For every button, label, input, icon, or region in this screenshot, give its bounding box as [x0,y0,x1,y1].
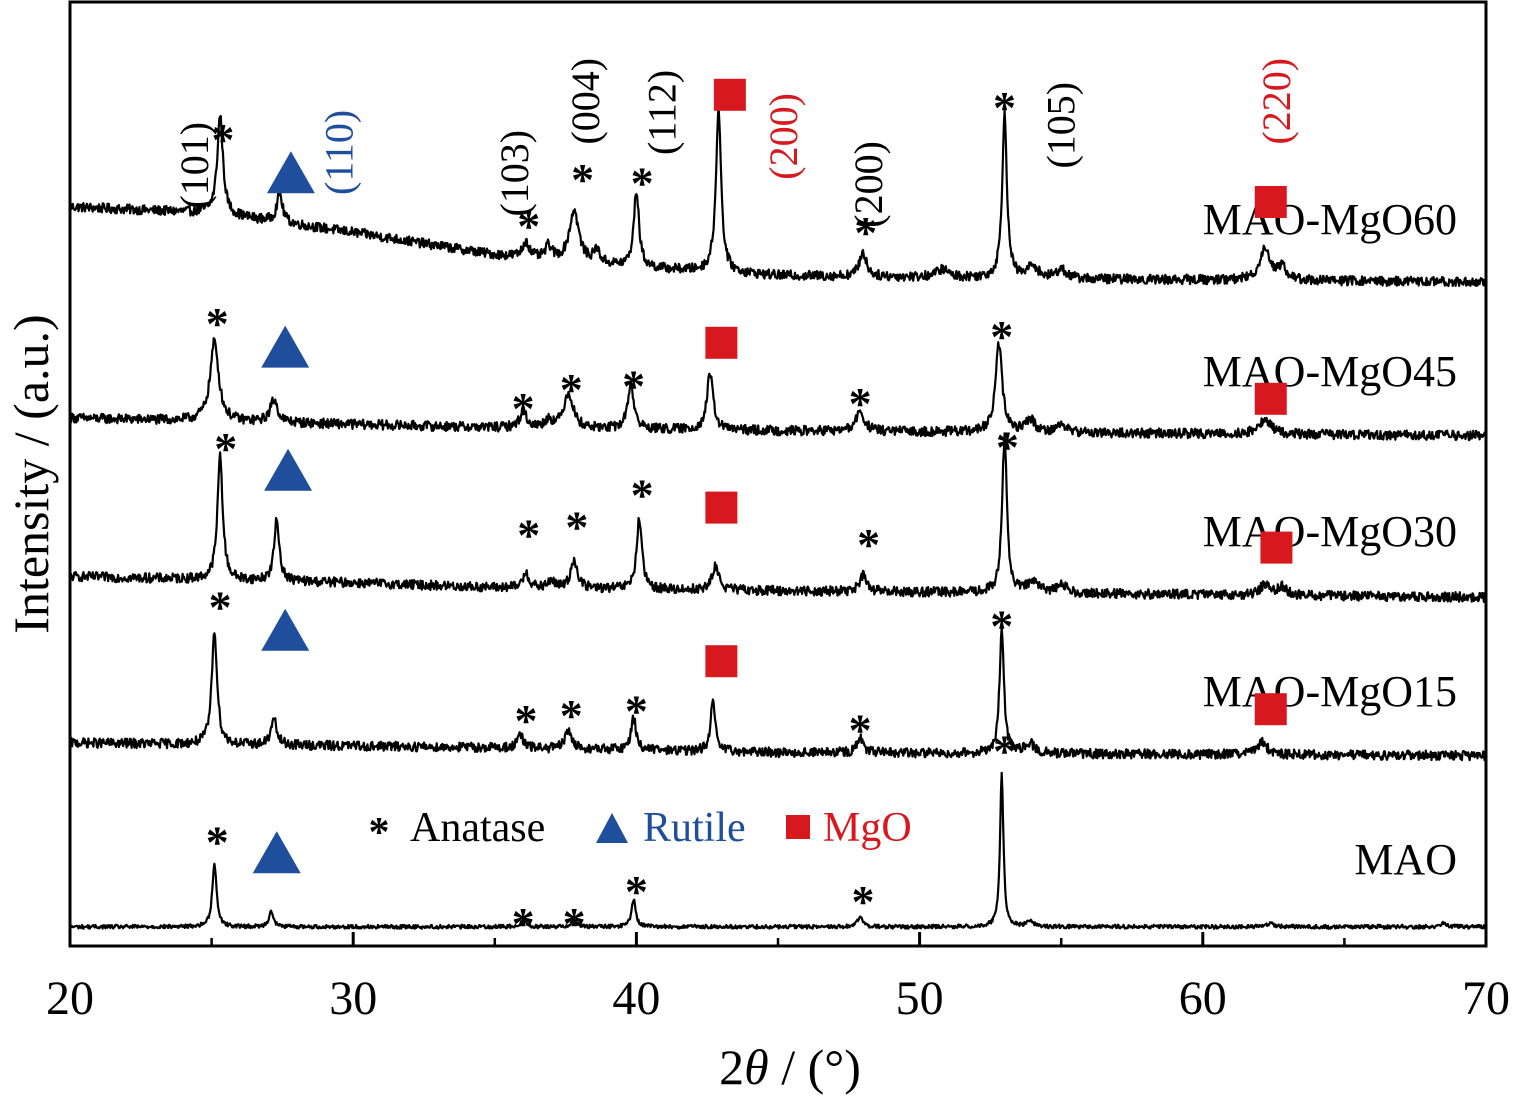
mgo-marker [705,491,738,524]
mgo-marker [1254,693,1287,726]
anatase-marker: * [211,114,234,165]
hkl-label: (220) [1254,58,1299,145]
anatase-marker: * [996,421,1019,472]
anatase-marker: * [625,866,648,917]
anatase-marker: * [209,581,232,632]
x-axis-label-prefix: 2 [719,1039,744,1095]
mgo-marker [705,645,738,678]
x-axis-label-suffix: / (°) [769,1039,861,1095]
rutile-marker [261,608,310,651]
hkl-label: (004) [563,58,608,145]
anatase-marker: * [993,82,1016,133]
hkl-label: (112) [639,70,684,155]
anatase-marker: * [990,311,1013,362]
series-label-mao-mgo60: MAO-MgO60 [1203,195,1457,244]
hkl-label: (103) [492,130,537,217]
hkl-label: (110) [317,110,362,195]
anatase-marker: * [512,383,535,434]
legend-rutile-marker [596,813,628,843]
anatase-marker: * [563,898,586,949]
anatase-marker: * [851,876,874,927]
anatase-marker: * [560,364,583,415]
series-label-mao-mgo45: MAO-MgO45 [1203,347,1457,396]
anatase-marker: * [514,695,537,746]
hkl-label: (101) [172,122,217,209]
series-line-mao-mgo60 [68,105,1488,288]
y-axis-label: Intensity / (a.u.) [3,314,59,633]
x-tick-label: 20 [46,972,94,1025]
rutile-marker [266,151,315,194]
mgo-marker [713,78,746,111]
series-label-mao-mgo30: MAO-MgO30 [1203,507,1457,556]
anatase-marker: * [517,509,540,560]
legend-mgo-label: MgO [823,805,912,851]
series-line-mao [68,771,1487,930]
x-tick-label: 50 [896,972,944,1025]
anatase-marker: * [560,690,583,741]
rutile-marker [261,325,310,368]
series-line-mao-mgo45 [68,337,1488,442]
legend-anatase-marker: * [369,810,390,856]
anatase-marker: * [622,361,645,412]
anatase-marker: * [849,705,872,756]
legend-rutile-label: Rutile [643,805,746,851]
anatase-marker: * [854,207,877,258]
anatase-marker: * [625,685,648,736]
legend: * Anatase Rutile MgO [369,805,912,856]
legend-anatase-label: Anatase [410,805,545,851]
mgo-marker [1254,186,1287,218]
mgo-marker [1260,531,1293,564]
x-axis: 20 30 40 50 60 70 [46,932,1510,1025]
anatase-marker: * [631,469,654,520]
series-line-mao-mgo30 [69,432,1488,603]
x-tick-label: 40 [612,972,660,1025]
x-tick-label: 60 [1179,972,1227,1025]
rutile-marker [264,448,313,491]
legend-mgo-marker [786,815,810,839]
anatase-marker: * [849,378,872,429]
anatase-marker: * [857,519,880,570]
mgo-marker [705,326,738,359]
anatase-marker: * [512,898,535,949]
hkl-label: (200) [761,93,806,180]
anatase-marker: * [206,817,229,868]
mgo-marker [1254,382,1287,415]
x-tick-label: 70 [1462,972,1510,1025]
anatase-marker: * [517,201,540,252]
anatase-marker: * [990,601,1013,652]
anatase-marker: * [206,298,229,349]
series-label-mao: MAO [1354,835,1457,884]
phase-marker-layer: * * * * * * * * * * * * * * * * * * * * * * * * * * * * * * [206,78,1293,949]
x-axis-label-theta: θ [744,1039,769,1095]
series-line-mao-mgo15 [68,626,1488,762]
anatase-marker: * [214,423,237,474]
anatase-marker: * [631,157,654,208]
anatase-marker: * [565,501,588,552]
hkl-label: (200) [846,141,891,228]
x-tick-label: 30 [329,972,377,1025]
rutile-marker [252,831,301,874]
series-layer: MAO-MgO60 MAO-MgO45 MAO-MgO30 MAO-MgO15 MAO [68,105,1488,930]
x-axis-label: 2θ / (°) [719,1039,861,1095]
hkl-label: (105) [1039,82,1084,169]
anatase-marker: * [571,154,594,205]
annotation-layer: (101) (110) (103) (004) (112) (200) (200) (105)… [172,58,1299,228]
anatase-marker: * [993,725,1016,776]
series-label-mao-mgo15: MAO-MgO15 [1203,667,1457,716]
